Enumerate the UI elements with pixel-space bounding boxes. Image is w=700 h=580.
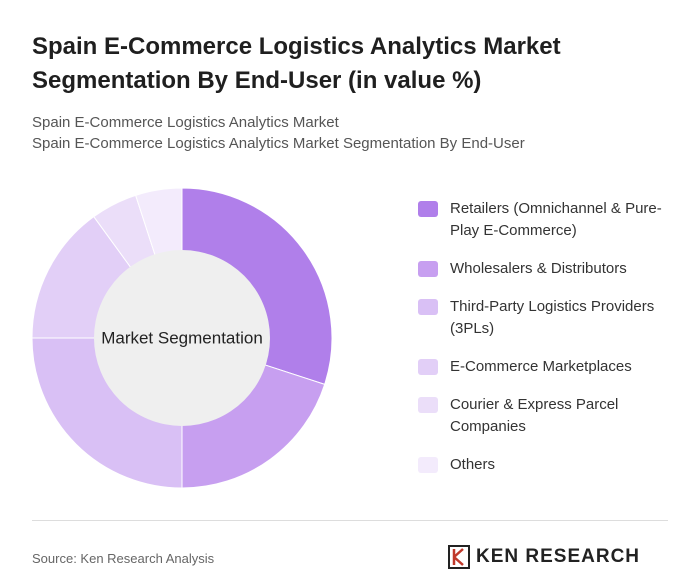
subtitle: Spain E-Commerce Logistics Analytics Mar… bbox=[32, 114, 339, 131]
legend-label: Others bbox=[450, 456, 496, 473]
legend-swatch bbox=[418, 261, 438, 277]
center-label: Market Segmentation bbox=[101, 328, 263, 347]
legend-label: E-Commerce Marketplaces bbox=[450, 358, 632, 375]
subtitle: Spain E-Commerce Logistics Analytics Mar… bbox=[32, 135, 525, 152]
legend-item: Wholesalers & Distributors bbox=[418, 258, 678, 280]
legend-swatch bbox=[418, 201, 438, 217]
legend-item: Others bbox=[418, 454, 678, 476]
chart-title: Spain E-Commerce Logistics Analytics Mar… bbox=[32, 33, 561, 94]
legend-item: Courier & Express Parcel Companies bbox=[418, 394, 678, 438]
source: Source: Ken Research Analysis bbox=[32, 551, 215, 566]
brand: KEN RESEARCH bbox=[476, 546, 641, 567]
legend: Retailers (Omnichannel & Pure-Play E-Com… bbox=[418, 198, 678, 492]
legend-item: Third-Party Logistics Providers (3PLs) bbox=[418, 296, 678, 340]
legend-swatch bbox=[418, 299, 438, 315]
divider bbox=[32, 520, 668, 521]
legend-label: Wholesalers & Distributors bbox=[450, 260, 627, 277]
legend-swatch bbox=[418, 457, 438, 473]
legend-item: E-Commerce Marketplaces bbox=[418, 356, 678, 378]
legend-label: Third-Party Logistics Providers (3PLs) bbox=[450, 298, 655, 337]
donut-hole bbox=[94, 250, 270, 426]
legend-swatch bbox=[418, 359, 438, 375]
legend-label: Retailers (Omnichannel & Pure-Play E-Com… bbox=[450, 200, 662, 239]
logo: KEN RESEARCH bbox=[448, 545, 640, 569]
legend-label: Courier & Express Parcel Companies bbox=[450, 396, 619, 435]
donut-chart: Market Segmentation bbox=[31, 187, 333, 489]
logo-icon bbox=[448, 545, 470, 569]
legend-swatch bbox=[418, 397, 438, 413]
legend-item: Retailers (Omnichannel & Pure-Play E-Com… bbox=[418, 198, 678, 242]
